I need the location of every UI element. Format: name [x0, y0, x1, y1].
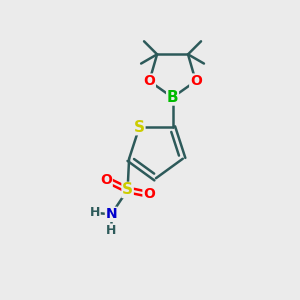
Text: O: O — [143, 74, 155, 88]
Text: H: H — [90, 206, 100, 219]
Text: O: O — [100, 172, 112, 187]
Text: H: H — [106, 224, 116, 237]
Text: B: B — [167, 90, 178, 105]
Text: O: O — [143, 188, 155, 201]
Text: O: O — [190, 74, 202, 88]
Text: S: S — [134, 120, 145, 135]
Text: N: N — [105, 207, 117, 221]
Text: S: S — [122, 182, 133, 197]
